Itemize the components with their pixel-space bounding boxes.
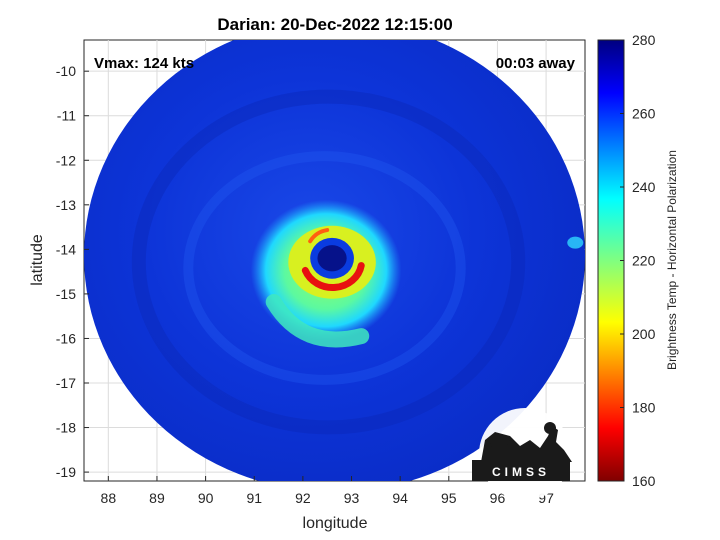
- heatmap-field: [84, 40, 585, 481]
- chart-title: Darian: 20-Dec-2022 12:15:00: [217, 15, 452, 34]
- y-tick-label: -14: [56, 241, 76, 257]
- x-axis-label: longitude: [303, 515, 368, 532]
- x-tick-label: 93: [344, 490, 360, 506]
- colorbar: [597, 39, 625, 482]
- y-axis: -10 -11 -12 -13 -14 -15 -16 -17 -18 -19: [56, 63, 89, 480]
- y-tick-label: -11: [57, 108, 76, 124]
- y-tick-label: -16: [56, 330, 76, 346]
- y-tick-label: -12: [56, 152, 76, 168]
- colorbar-tick-label: 280: [632, 32, 656, 48]
- colorbar-tick-label: 220: [632, 253, 656, 269]
- eyewall-red-top: [308, 228, 330, 244]
- colorbar-tick-label: 160: [632, 473, 656, 489]
- eyewall-tail: [265, 294, 370, 348]
- logo-text: CIMSS: [492, 465, 550, 479]
- x-tick-label: 96: [490, 490, 506, 506]
- vmax-label: Vmax: 124 kts: [94, 55, 194, 72]
- cimss-logo: CIMSS: [472, 408, 572, 500]
- y-tick-label: -15: [56, 286, 76, 302]
- y-tick-label: -18: [56, 420, 76, 436]
- water-tower-icon: [544, 422, 556, 434]
- x-tick-label: 90: [198, 490, 214, 506]
- edge-feature: [567, 236, 584, 249]
- colorbar-label: Brightness Temp - Horizontal Polarizatio…: [665, 150, 679, 370]
- eye: [317, 245, 347, 272]
- colorbar-tick-label: 240: [632, 179, 656, 195]
- x-tick-label: 88: [101, 490, 117, 506]
- rainband: [131, 89, 526, 435]
- y-tick-label: -10: [56, 63, 76, 79]
- colorbar-tick-label: 260: [632, 106, 656, 122]
- x-tick-label: 89: [149, 490, 165, 506]
- eyewall-red: [301, 262, 365, 292]
- colorbar-tick-label: 200: [632, 326, 656, 342]
- time-offset-label: 00:03 away: [496, 55, 576, 72]
- x-axis: 88 89 90 91 92 93 94 95 96 97: [101, 476, 554, 506]
- rainband: [183, 151, 466, 385]
- x-tick-label: 95: [441, 490, 457, 506]
- colorbar-ticks: 160 180 200 220 240 260 280: [620, 32, 656, 489]
- y-tick-label: -13: [56, 197, 76, 213]
- x-tick-label: 91: [246, 490, 262, 506]
- satellite-dish-icon: [490, 435, 510, 449]
- y-tick-label: -19: [56, 464, 76, 480]
- y-axis-label: latitude: [29, 234, 46, 286]
- x-tick-label: 92: [295, 490, 311, 506]
- x-tick-label: 94: [392, 490, 408, 506]
- y-tick-label: -17: [56, 375, 76, 391]
- colorbar-tick-label: 180: [632, 400, 656, 416]
